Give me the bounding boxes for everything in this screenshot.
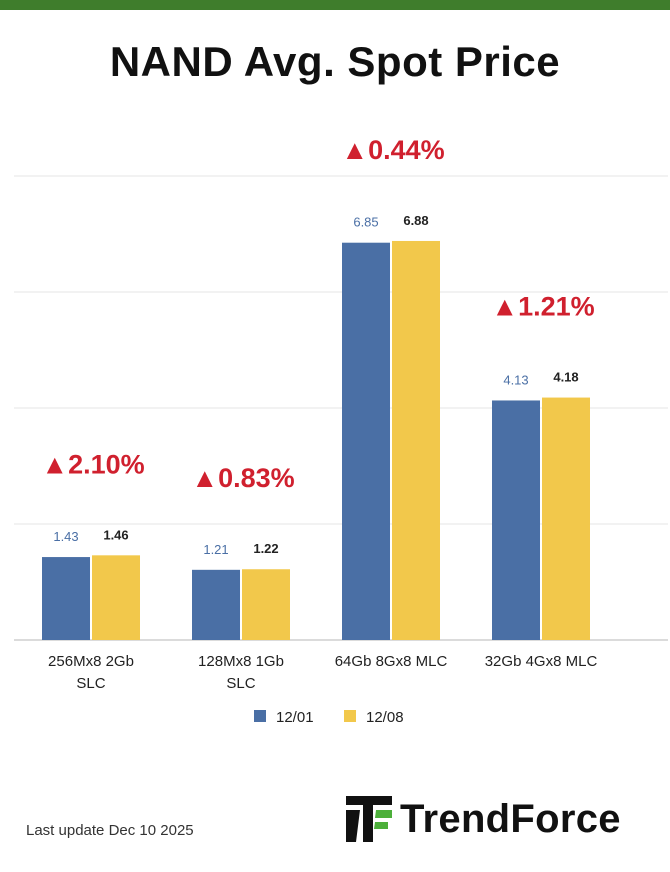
category-label: SLC (226, 675, 255, 692)
trendforce-logo-text: TrendForce (400, 796, 621, 841)
bar-12/01 (342, 242, 390, 640)
data-label: 4.13 (503, 372, 528, 387)
legend-label: 12/01 (276, 709, 314, 726)
trendforce-logo: TrendForce (346, 796, 621, 842)
trendforce-logo-icon (346, 796, 392, 842)
data-label: 1.46 (103, 527, 128, 542)
bar-12/01 (42, 557, 90, 640)
bar-12/01 (192, 569, 240, 640)
change-annotation: ▲0.83% (191, 463, 294, 493)
data-label: 1.22 (253, 541, 278, 556)
data-labels: 1.43 1.46 1.21 1.22 6.85 6.88 4.13 4.18 (53, 213, 578, 557)
legend: 12/01 12/08 (254, 709, 404, 726)
category-label: SLC (76, 675, 105, 692)
category-label: 32Gb 4Gx8 MLC (485, 653, 598, 670)
change-annotation: ▲0.44% (341, 135, 444, 165)
legend-label: 12/08 (366, 709, 404, 726)
bars (42, 240, 590, 640)
change-annotation: ▲2.10% (41, 449, 144, 479)
last-update-text: Last update Dec 10 2025 (26, 822, 194, 839)
legend-swatch (254, 710, 266, 722)
category-label: 128Mx8 1Gb (198, 653, 284, 670)
legend-swatch (344, 710, 356, 722)
data-label: 1.21 (203, 542, 228, 557)
chart-title: NAND Avg. Spot Price (109, 38, 561, 85)
bar-12/08 (92, 555, 140, 640)
category-label: 256Mx8 2Gb (48, 653, 134, 670)
bar-12/01 (492, 400, 540, 640)
data-label: 1.43 (53, 529, 78, 544)
data-label: 6.88 (403, 213, 428, 228)
top-accent-bar (0, 0, 670, 10)
data-label: 4.18 (553, 370, 578, 385)
bar-12/08 (392, 240, 440, 640)
category-label: 64Gb 8Gx8 MLC (335, 653, 448, 670)
change-annotation: ▲1.21% (491, 292, 594, 322)
data-label: 6.85 (353, 215, 378, 230)
category-labels: 256Mx8 2Gb SLC 128Mx8 1Gb SLC 64Gb 8Gx8 MLC 3… (48, 653, 597, 692)
bar-12/08 (542, 397, 590, 640)
bar-12/08 (242, 569, 290, 640)
change-annotations: ▲2.10% ▲0.83% ▲0.44% ▲1.21% (41, 135, 594, 493)
